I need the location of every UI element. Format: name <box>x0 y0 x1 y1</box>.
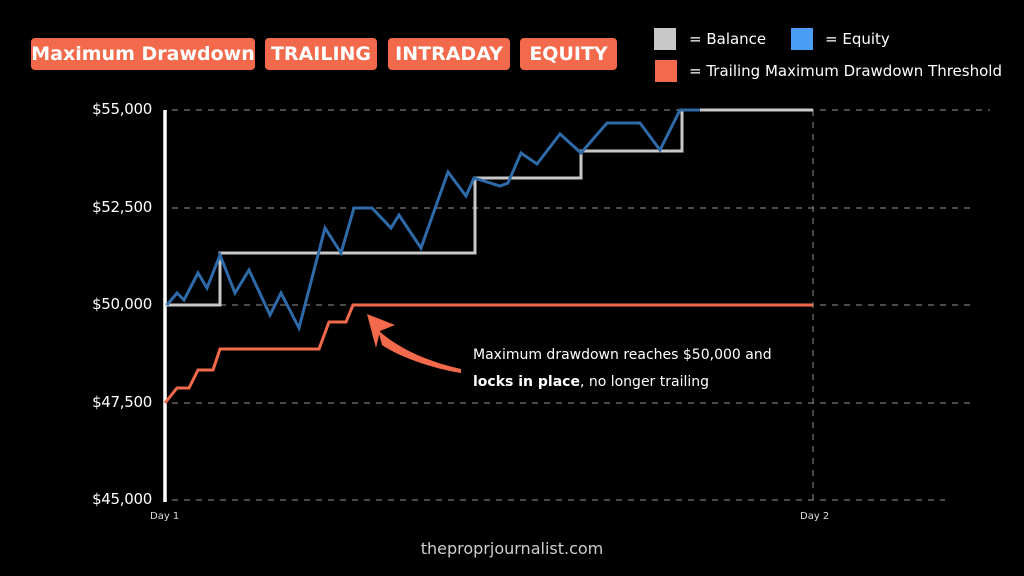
legend-swatch-threshold <box>655 60 677 82</box>
annotation-line1: Maximum drawdown reaches $50,000 and <box>473 347 772 363</box>
tag-maximum-drawdown: Maximum Drawdown <box>31 38 255 70</box>
y-tick-47500: $47,500 <box>92 393 152 411</box>
tag-trailing: TRAILING <box>265 38 377 70</box>
annotation-line2: locks in place, no longer trailing <box>473 369 772 396</box>
legend-label-equity: = Equity <box>825 30 890 48</box>
balance-line <box>165 108 813 307</box>
y-tick-45000: $45,000 <box>92 490 152 508</box>
legend-swatch-equity <box>791 28 813 50</box>
footer-site: theproprjournalist.com <box>420 539 604 558</box>
legend-label-balance: = Balance <box>689 30 767 48</box>
threshold-line <box>163 303 813 404</box>
x-tick-day2: Day 2 <box>800 511 830 522</box>
annotation-bold: locks in place <box>473 374 580 390</box>
annotation-rest: , no longer trailing <box>579 374 710 390</box>
x-tick-day1: Day 1 <box>150 511 180 522</box>
legend-label-threshold: = Trailing Maximum Drawdown Threshold <box>689 62 1002 80</box>
tag-equity: EQUITY <box>520 38 617 70</box>
annotation-arrow-icon <box>367 314 461 373</box>
equity-line <box>165 108 700 333</box>
y-tick-55000: $55,000 <box>92 100 152 118</box>
tag-intraday: INTRADAY <box>388 38 510 70</box>
y-tick-52500: $52,500 <box>92 198 152 216</box>
y-tick-50000: $50,000 <box>92 295 152 313</box>
annotation-text: Maximum drawdown reaches $50,000 and loc… <box>473 342 772 396</box>
legend-swatch-balance <box>654 28 676 50</box>
